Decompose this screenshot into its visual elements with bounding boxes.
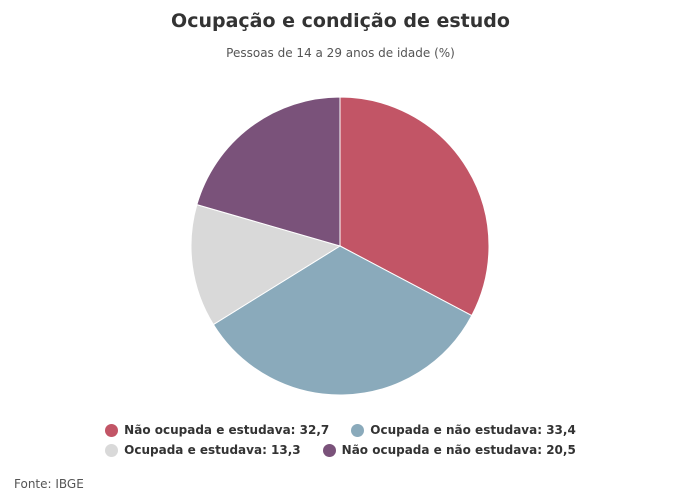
- legend-item-nao-ocupada-estudava[interactable]: Não ocupada e estudava: 32,7: [105, 423, 329, 437]
- pie-slice-1[interactable]: [339, 96, 490, 317]
- legend-label: Não ocupada e não estudava: 20,5: [341, 443, 576, 457]
- legend-swatch-icon: [105, 443, 119, 457]
- chart-subtitle: Pessoas de 14 a 29 anos de idade (%): [226, 46, 455, 60]
- legend-item-ocupada-nao-estudava[interactable]: Ocupada e não estudava: 33,4: [351, 423, 576, 437]
- legend-row-2: Ocupada e estudava: 13,3 Não ocupada e n…: [0, 440, 681, 460]
- legend-item-nao-ocupada-nao-estudava[interactable]: Não ocupada e não estudava: 20,5: [322, 443, 576, 457]
- chart-title: Ocupação e condição de estudo: [171, 10, 510, 32]
- legend: Não ocupada e estudava: 32,7 Ocupada e n…: [0, 420, 681, 460]
- pie-slice-4[interactable]: [196, 96, 341, 247]
- pie-slice-2[interactable]: [212, 245, 473, 396]
- legend-item-ocupada-estudava[interactable]: Ocupada e estudava: 13,3: [105, 443, 301, 457]
- legend-swatch-icon: [322, 443, 336, 457]
- pie-slice-3[interactable]: [190, 203, 342, 326]
- source-note: Fonte: IBGE: [14, 477, 84, 491]
- legend-label: Não ocupada e estudava: 32,7: [124, 423, 330, 437]
- legend-label: Ocupada e estudava: 13,3: [124, 443, 301, 457]
- legend-swatch-icon: [351, 423, 365, 437]
- legend-label: Ocupada e não estudava: 33,4: [370, 423, 576, 437]
- legend-swatch-icon: [105, 423, 119, 437]
- legend-row-1: Não ocupada e estudava: 32,7 Ocupada e n…: [0, 420, 681, 440]
